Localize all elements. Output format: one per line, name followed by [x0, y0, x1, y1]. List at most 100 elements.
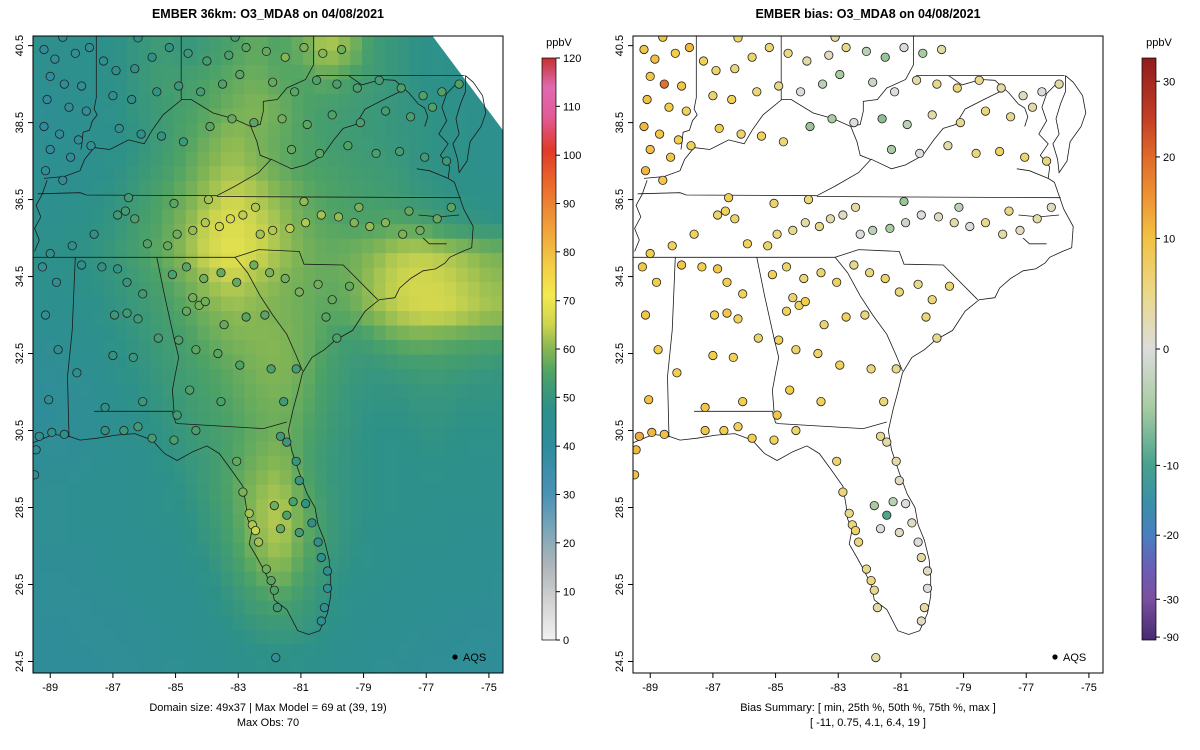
- aqs-station-point: [213, 348, 223, 359]
- aqs-station-point: [816, 396, 826, 407]
- x-tick-label: -81: [293, 682, 309, 694]
- aqs-station-point: [169, 198, 179, 208]
- aqs-station-point: [864, 268, 875, 278]
- aqs-station-point: [238, 210, 248, 220]
- state-boundaries: [33, 36, 487, 635]
- aqs-station-point: [918, 48, 928, 58]
- colorbar-tick-label: -30: [1163, 594, 1179, 606]
- aqs-station-point: [932, 333, 942, 343]
- aqs-station-point: [51, 277, 62, 287]
- aqs-station-point: [33, 445, 41, 455]
- aqs-station-point: [205, 121, 215, 132]
- aqs-station-point: [803, 195, 814, 205]
- aqs-station-point: [266, 575, 276, 586]
- aqs-station-point: [1032, 214, 1042, 224]
- aqs-station-point: [45, 71, 55, 82]
- aqs-station-point: [943, 141, 953, 151]
- aqs-station-point: [747, 433, 757, 443]
- aqs-station-point: [84, 42, 95, 53]
- aqs-station-point: [365, 221, 375, 232]
- aqs-station-point: [300, 218, 311, 228]
- aqs-station-point: [232, 456, 242, 466]
- aqs-station-point: [769, 198, 779, 208]
- aqs-station-point: [122, 308, 132, 318]
- aqs-station-point: [349, 218, 359, 228]
- aqs-station-point: [289, 87, 300, 97]
- aqs-station-point: [894, 475, 904, 486]
- aqs-station-point: [249, 118, 259, 128]
- boundary-line: [156, 257, 180, 412]
- aqs-station-point: [254, 537, 264, 547]
- aqs-station-point: [100, 402, 110, 412]
- model-caption-line2: Max Obs: 70: [236, 717, 300, 729]
- aqs-station-point: [202, 56, 212, 66]
- y-tick-label: 38.5: [614, 112, 626, 133]
- aqs-station-point: [266, 364, 276, 374]
- aqs-station-point: [639, 121, 649, 132]
- aqs-station-point: [300, 498, 311, 509]
- boundary-line: [948, 75, 1029, 127]
- aqs-station-point: [235, 69, 245, 80]
- aqs-station-point: [900, 498, 911, 509]
- aqs-station-point: [927, 295, 937, 305]
- aqs-station-point: [218, 79, 228, 89]
- aqs-station-point: [108, 91, 118, 101]
- aqs-station-point: [860, 310, 870, 320]
- bias-caption-line2: [ -11, 0.75, 4.1, 6.4, 19 ]: [810, 717, 926, 729]
- aqs-station-point: [138, 396, 148, 407]
- aqs-station-point: [713, 210, 723, 220]
- aqs-station-point: [753, 333, 763, 343]
- aqs-station-point: [420, 152, 430, 162]
- aqs-station-point: [900, 218, 911, 228]
- aqs-station-point: [711, 66, 721, 76]
- aqs-station-point: [404, 206, 414, 216]
- aqs-station-point: [799, 273, 809, 284]
- aqs-station-point: [307, 518, 317, 528]
- aqs-station-point: [891, 364, 901, 374]
- aqs-station-point: [894, 527, 904, 538]
- colorbar-tick-label: -20: [1163, 530, 1179, 542]
- aqs-station-point: [97, 262, 107, 272]
- boundary-line: [756, 257, 780, 412]
- model-map: -89 -87 -85 -83 -81 -79 -77 -75 24.5 26.5 28.5 30.5…: [14, 35, 581, 694]
- aqs-station-point: [261, 46, 271, 57]
- x-tick-label: -79: [356, 682, 372, 694]
- aqs-station-point: [944, 281, 955, 291]
- aqs-station-point: [89, 229, 99, 239]
- aqs-station-point: [1037, 87, 1047, 97]
- boundary-line: [633, 83, 1074, 635]
- aqs-station-point: [196, 87, 206, 97]
- aqs-station-point: [319, 602, 329, 613]
- aqs-station-point: [280, 52, 290, 62]
- aqs-station-point: [122, 277, 132, 287]
- aqs-station-point: [877, 114, 887, 124]
- aqs-station-point: [133, 36, 143, 43]
- aqs-station-point: [147, 52, 157, 62]
- aqs-station-point: [659, 79, 669, 89]
- aqs-station-point: [294, 527, 304, 538]
- aqs-station-point: [40, 310, 51, 320]
- aqs-station-point: [778, 137, 788, 147]
- plot-frame: [632, 35, 1104, 674]
- aqs-station-point: [886, 144, 897, 155]
- aqs-station-point: [227, 114, 237, 124]
- boundary-line: [850, 126, 872, 160]
- boundary-line: [234, 249, 378, 300]
- x-tick-label: -83: [830, 682, 846, 694]
- aqs-station-point: [299, 42, 309, 53]
- aqs-station-point: [637, 262, 648, 272]
- aqs-station-point: [271, 652, 281, 663]
- boundary-line: [816, 90, 1002, 197]
- aqs-station-point: [670, 48, 680, 58]
- aqs-station-point: [653, 345, 663, 355]
- aqs-station-point: [835, 360, 845, 370]
- boundary-line: [694, 410, 887, 430]
- aqs-station-point: [343, 141, 353, 151]
- aqs-station-point: [891, 456, 901, 466]
- aqs-station-point: [730, 214, 740, 224]
- colorbar-tick-label: 30: [563, 490, 575, 502]
- aqs-station-point: [708, 91, 718, 101]
- aqs-station-point: [37, 262, 48, 272]
- boundary-line: [422, 237, 447, 245]
- aqs-station-point: [781, 306, 792, 316]
